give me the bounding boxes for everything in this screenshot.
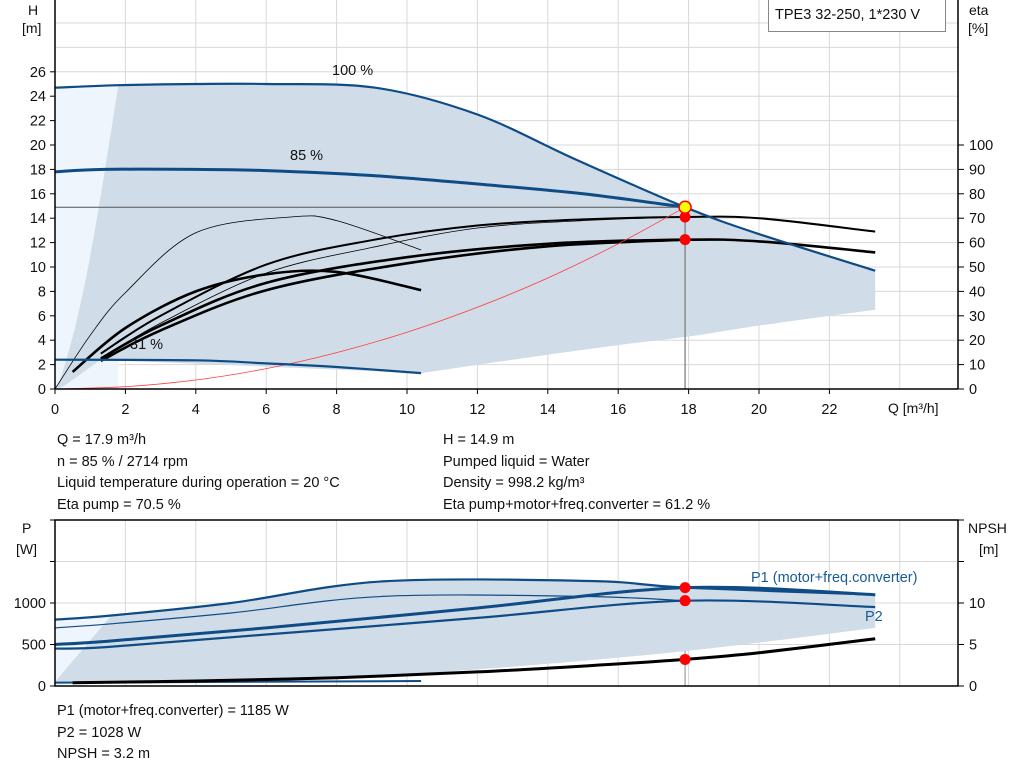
info-p2: P2 = 1028 W: [57, 724, 142, 741]
x-tick-label: 8: [333, 402, 341, 418]
efficiency-curve: [54, 215, 422, 390]
p2-curve: [54, 599, 876, 650]
x-tick-label: 18: [681, 402, 697, 418]
h-axis-unit: [m]: [22, 20, 42, 36]
x-tick-label: 6: [262, 402, 270, 418]
eta-axis-unit: [%]: [968, 20, 989, 36]
x-tick-label: 22: [821, 402, 837, 418]
x-tick-label: 4: [192, 402, 200, 418]
eta-tick-label: 50: [969, 260, 985, 276]
eta-axis-label: eta: [969, 2, 989, 18]
info-density: Density = 998.2 kg/m³: [443, 475, 585, 491]
eta-tick-label: 80: [969, 187, 985, 203]
eta-tick-label: 0: [969, 382, 977, 398]
h-tick-label: 18: [30, 162, 46, 178]
h-tick-label: 2: [38, 358, 46, 374]
duty-point: [678, 200, 692, 214]
efficiency-curve: [100, 216, 686, 359]
h-tick-label: 20: [30, 138, 46, 154]
x-tick-label: 2: [121, 402, 129, 418]
eta-pump-point: [679, 211, 691, 223]
info-temperature: Liquid temperature during operation = 20…: [57, 475, 340, 491]
info-top-right: H = 14.9 m Pumped liquid = Water Density…: [443, 430, 710, 516]
info-eta-pump: Eta pump = 70.5 %: [57, 496, 181, 513]
x-tick-label: 12: [469, 402, 485, 418]
head-curve: [54, 358, 422, 375]
p-axis-unit: [W]: [16, 541, 37, 557]
h-tick-label: 26: [30, 65, 46, 81]
efficiency-curve: [100, 238, 686, 363]
x-tick-label: 0: [51, 402, 59, 418]
info-eta-total: Eta pump+motor+freq.converter = 61.2 %: [443, 496, 711, 513]
info-flow: Q = 17.9 m³/h: [57, 432, 147, 448]
info-liquid: Pumped liquid = Water: [443, 453, 590, 470]
eta-tick-label: 30: [969, 309, 985, 325]
p-axis-label: P: [22, 520, 32, 536]
info-head: H = 14.9 m: [443, 432, 515, 448]
head-curve: [54, 167, 686, 209]
h-tick-label: 24: [30, 89, 46, 105]
p-tick-label: 0: [38, 679, 46, 695]
efficiency-curve: [100, 238, 876, 360]
h-tick-label: 8: [38, 284, 46, 300]
system-curve: [54, 206, 686, 390]
eta-tick-label: 40: [969, 284, 985, 300]
info-npsh: NPSH = 3.2 m: [57, 746, 151, 762]
eta-tick-label: 20: [969, 333, 985, 349]
p1-series-label: P1 (motor+freq.converter): [751, 570, 918, 586]
x-tick-label: 16: [610, 402, 626, 418]
h-tick-label: 22: [30, 114, 46, 130]
efficiency-curve: [71, 269, 422, 373]
eta-tick-label: 90: [969, 162, 985, 178]
npsh-tick-label: 0: [969, 679, 977, 695]
curve-label-31: 31 %: [130, 337, 164, 353]
x-tick-label: 20: [751, 402, 767, 418]
h-tick-label: 4: [38, 333, 46, 349]
p1-point: [679, 582, 691, 594]
eta-tick-label: 100: [969, 138, 993, 154]
h-tick-label: 6: [38, 309, 46, 325]
eta-tick-label: 10: [969, 358, 985, 374]
eta-tick-label: 60: [969, 236, 985, 252]
info-bottom: P1 (motor+freq.converter) = 1185 W P2 = …: [57, 701, 289, 766]
npsh-tick-label: 5: [969, 638, 977, 654]
power-operating-range: [55, 579, 876, 682]
eta-tick-label: 70: [969, 211, 985, 227]
npsh-axis-label: NPSH: [968, 520, 1007, 536]
info-p1: P1 (motor+freq.converter) = 1185 W: [57, 703, 289, 719]
pump-title: TPE3 32-250, 1*230 V: [768, 0, 946, 32]
eta-total-point: [679, 234, 691, 246]
p2-point: [679, 595, 691, 607]
q-axis-label: Q [m³/h]: [888, 400, 939, 416]
h-tick-label: 12: [30, 236, 46, 252]
h-tick-label: 0: [38, 382, 46, 398]
info-top-left: Q = 17.9 m³/h n = 85 % / 2714 rpm Liquid…: [57, 430, 340, 516]
x-tick-label: 10: [399, 402, 415, 418]
h-tick-label: 16: [30, 187, 46, 203]
head-curve: [54, 82, 876, 272]
p-tick-label: 1000: [14, 596, 46, 612]
npsh-point: [679, 653, 691, 665]
h-tick-label: 10: [30, 260, 46, 276]
h-tick-label: 14: [30, 211, 46, 227]
npsh-axis-unit: [m]: [979, 541, 999, 557]
npsh-curve: [72, 637, 876, 685]
h-axis-label: H: [28, 2, 39, 18]
operating-range: [56, 83, 876, 390]
p-tick-label: 500: [22, 638, 46, 654]
curve-label-85: 85 %: [290, 148, 324, 164]
info-speed: n = 85 % / 2714 rpm: [57, 453, 188, 470]
curve-label-100: 100 %: [332, 63, 374, 79]
npsh-tick-label: 10: [969, 596, 985, 612]
x-tick-label: 14: [540, 402, 556, 418]
efficiency-curve: [100, 215, 876, 355]
p2-series-label: P2: [865, 609, 883, 625]
p1-curve: [54, 585, 876, 646]
